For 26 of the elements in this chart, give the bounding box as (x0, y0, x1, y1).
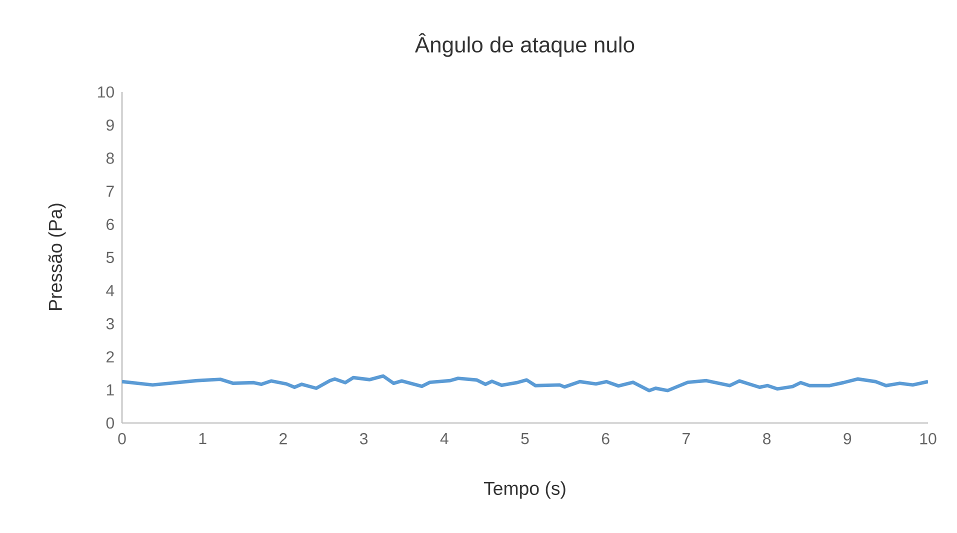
y-tick-label: 8 (106, 152, 114, 164)
y-tick-label: 3 (106, 318, 114, 330)
y-tick-label: 5 (106, 252, 114, 264)
x-tick-label: 5 (521, 433, 529, 444)
chart-title: Ângulo de ataque nulo (414, 33, 634, 57)
x-tick-label: 2 (280, 433, 287, 444)
x-tick-label: 6 (602, 433, 610, 444)
x-tick-label: 9 (844, 433, 852, 444)
line-series (122, 374, 928, 392)
x-tick-label: 7 (682, 433, 690, 444)
y-tick-label: 9 (106, 119, 114, 131)
x-tick-label: 10 (920, 433, 936, 444)
y-tick-label: 6 (106, 218, 114, 230)
x-tick-label: 1 (199, 433, 206, 444)
x-tick-label: 0 (118, 433, 126, 444)
x-tick-label: 3 (360, 433, 368, 444)
x-tick-label: 4 (440, 433, 448, 444)
y-tick-label: 0 (106, 417, 114, 429)
y-tick-label: 10 (98, 86, 114, 98)
x-axis-title: Tempo (s) (484, 481, 566, 499)
y-tick-label: 4 (106, 285, 114, 296)
y-axis-title: Pressão (Pa) (48, 204, 66, 310)
y-tick-label: 1 (106, 384, 114, 396)
y-tick-label: 2 (106, 351, 114, 362)
y-tick-label: 7 (106, 186, 114, 197)
x-tick-label: 8 (763, 433, 771, 444)
